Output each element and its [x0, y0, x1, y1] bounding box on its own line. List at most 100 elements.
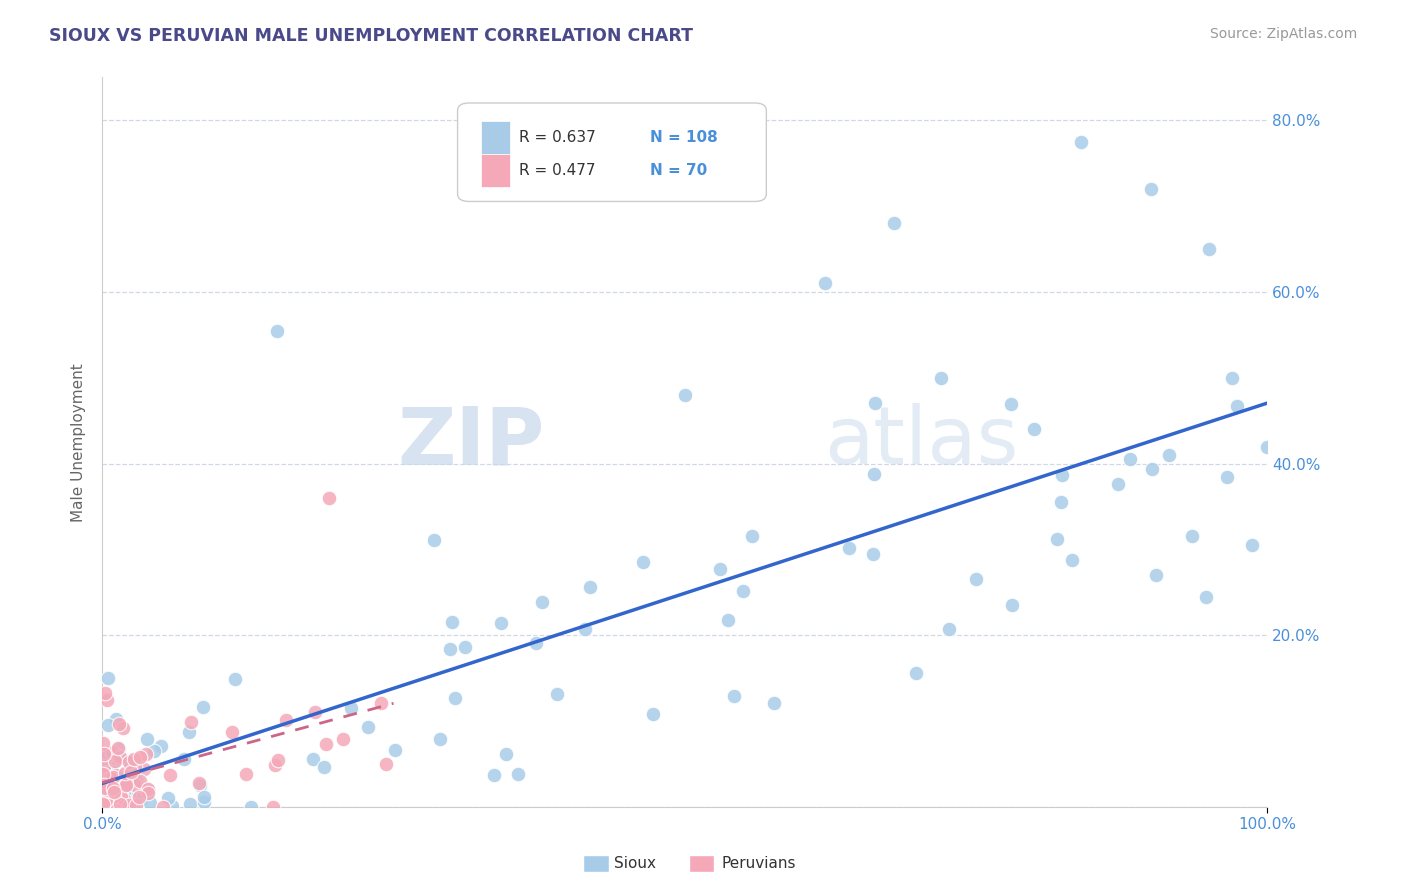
Point [357, 720, 380, 734]
Point [444, 691, 467, 706]
Point [136, 782, 159, 797]
Point [108, 794, 131, 808]
Point [374, 757, 396, 772]
Point [235, 767, 257, 781]
Point [160, 799, 183, 814]
Bar [481, 120, 510, 153]
Point [264, 758, 287, 772]
Point [1070, 135, 1092, 149]
Point [122, 798, 145, 813]
Point [91, 736, 114, 750]
Point [370, 697, 392, 711]
Point [862, 547, 884, 561]
Point [118, 787, 141, 801]
Point [1118, 452, 1140, 467]
Point [863, 467, 886, 481]
Point [103, 784, 125, 798]
Point [104, 785, 127, 799]
Point [929, 371, 952, 385]
Text: atlas: atlas [824, 403, 1019, 481]
Text: R = 0.637: R = 0.637 [519, 129, 596, 145]
Text: Peruvians: Peruvians [721, 856, 796, 871]
Point [156, 791, 179, 805]
Point [128, 773, 150, 788]
Point [741, 529, 763, 543]
Point [135, 747, 157, 761]
Point [118, 785, 141, 799]
Point [1157, 449, 1180, 463]
Point [105, 767, 128, 781]
Point [114, 766, 136, 780]
Point [118, 755, 141, 769]
Point [107, 717, 129, 731]
Point [224, 672, 246, 686]
Point [93, 766, 115, 780]
Point [384, 743, 406, 757]
Point [120, 764, 142, 779]
Point [118, 797, 141, 812]
Point [1001, 599, 1024, 613]
Point [239, 800, 262, 814]
Point [1107, 477, 1129, 491]
Point [118, 798, 141, 813]
Text: ZIP: ZIP [398, 403, 546, 481]
Point [98, 797, 121, 812]
Point [101, 770, 124, 784]
Point [97, 755, 120, 769]
Point [221, 724, 243, 739]
Point [495, 747, 517, 762]
Point [108, 749, 131, 764]
Point [524, 636, 547, 650]
Point [1144, 567, 1167, 582]
Point [94, 751, 117, 765]
FancyBboxPatch shape [457, 103, 766, 202]
Point [904, 666, 927, 681]
Point [112, 721, 135, 735]
Point [180, 715, 202, 730]
Point [94, 793, 117, 807]
Point [267, 754, 290, 768]
Point [91, 780, 114, 795]
Point [723, 689, 745, 703]
Point [149, 739, 172, 754]
Point [93, 789, 115, 804]
Point [1240, 538, 1263, 552]
Point [643, 706, 665, 721]
Point [124, 760, 146, 774]
Point [135, 781, 157, 796]
Text: SIOUX VS PERUVIAN MALE UNEMPLOYMENT CORRELATION CHART: SIOUX VS PERUVIAN MALE UNEMPLOYMENT CORR… [49, 27, 693, 45]
Point [965, 572, 987, 586]
Point [454, 640, 477, 655]
Point [112, 787, 135, 801]
Point [883, 216, 905, 230]
Point [673, 388, 696, 402]
Point [94, 776, 117, 790]
Point [96, 749, 118, 764]
Point [1050, 468, 1073, 483]
Point [101, 797, 124, 812]
Point [124, 778, 146, 792]
Point [1062, 553, 1084, 567]
Point [96, 787, 118, 801]
Point [441, 615, 464, 629]
Point [94, 781, 117, 796]
Text: N = 70: N = 70 [650, 163, 707, 178]
Point [315, 737, 337, 751]
Point [112, 791, 135, 805]
Point [97, 766, 120, 780]
Point [813, 277, 835, 291]
Point [304, 705, 326, 719]
Point [93, 747, 115, 762]
Y-axis label: Male Unemployment: Male Unemployment [72, 363, 86, 522]
Point [631, 555, 654, 569]
Point [1198, 242, 1220, 256]
Text: N = 108: N = 108 [650, 129, 717, 145]
Point [101, 780, 124, 795]
Point [574, 623, 596, 637]
Point [179, 797, 201, 811]
Point [838, 541, 860, 555]
Point [1216, 469, 1239, 483]
Point [128, 790, 150, 805]
Point [98, 797, 121, 812]
Point [1000, 396, 1022, 410]
